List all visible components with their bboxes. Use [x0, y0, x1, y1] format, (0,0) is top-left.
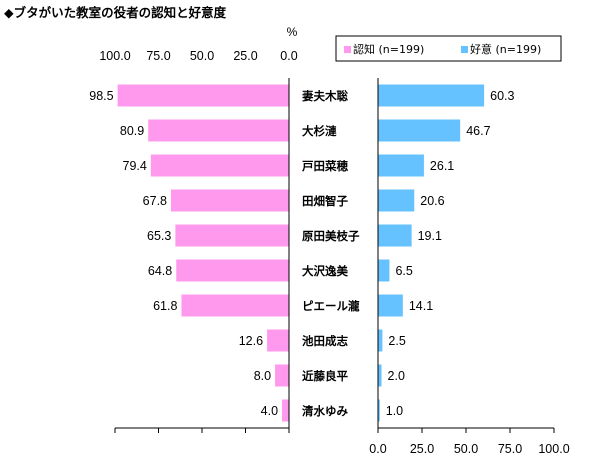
left-tick-label: 50.0	[190, 49, 214, 63]
axes	[114, 78, 555, 433]
category-label: 近藤良平	[302, 369, 348, 383]
favorability-value-label: 6.5	[395, 264, 412, 278]
favorability-value-label: 14.1	[409, 299, 433, 313]
category-label: 田畑智子	[302, 194, 348, 208]
category-label: ピエール瀧	[302, 299, 360, 313]
category-label: 池田成志	[302, 334, 348, 348]
legend-box	[335, 35, 562, 62]
favorability-bar	[378, 84, 485, 107]
awareness-value-label: 64.8	[148, 264, 172, 278]
favorability-bar	[378, 294, 403, 317]
awareness-bar	[150, 154, 289, 177]
awareness-bar	[148, 119, 289, 142]
right-tick-label: 75.0	[498, 442, 522, 456]
right-tick-label: 25.0	[410, 442, 434, 456]
favorability-bars: 60.3 46.7 26.1 20.6 19.1 6.5 14.1 2.5 2.0 1.0	[378, 84, 515, 422]
left-tick-label: 75.0	[146, 49, 170, 63]
favorability-value-label: 46.7	[466, 124, 490, 138]
awareness-bar	[181, 294, 289, 317]
awareness-value-label: 79.4	[123, 159, 147, 173]
favorability-bar	[378, 119, 461, 142]
favorability-bar	[378, 189, 415, 212]
category-label: 大杉漣	[302, 124, 337, 138]
left-tick-label: 25.0	[233, 49, 257, 63]
favorability-bar	[378, 399, 380, 422]
favorability-value-label: 20.6	[420, 194, 444, 208]
legend-label-favor: 好意 (n=199)	[470, 42, 541, 56]
right-tick-label: 0.0	[369, 442, 386, 456]
awareness-value-label: 65.3	[147, 229, 171, 243]
awareness-bars: 98.5 80.9 79.4 67.8 65.3 64.8 61.8 12.6 8.0 4.0	[89, 84, 289, 422]
category-label: 大沢逸美	[302, 264, 348, 278]
left-tick-label: 100.0	[99, 49, 130, 63]
awareness-value-label: 61.8	[153, 299, 177, 313]
left-tick-label: 0.0	[280, 49, 297, 63]
awareness-bar	[175, 224, 289, 247]
awareness-value-label: 8.0	[254, 369, 271, 383]
awareness-bar	[171, 189, 289, 212]
chart-title: ◆ブタがいた教室の役者の認知と好意度	[4, 5, 227, 20]
legend: 認知 (n=199) 好意 (n=199)	[335, 35, 562, 62]
category-label: 戸田菜穂	[302, 159, 348, 173]
awareness-bar	[176, 259, 289, 282]
favorability-value-label: 26.1	[430, 159, 454, 173]
favorability-value-label: 2.0	[388, 369, 405, 383]
awareness-value-label: 4.0	[261, 404, 278, 418]
category-label: 妻夫木聡	[302, 89, 348, 103]
favorability-value-label: 2.5	[388, 334, 405, 348]
favorability-bar	[378, 224, 412, 247]
favorability-bar	[378, 364, 382, 387]
favorability-bar	[378, 154, 424, 177]
right-tick-label: 100.0	[538, 442, 569, 456]
legend-swatch-aware	[344, 46, 351, 53]
awareness-bar	[275, 364, 289, 387]
category-label: 清水ゆみ	[302, 404, 348, 418]
favorability-value-label: 60.3	[490, 89, 514, 103]
legend-swatch-favor	[461, 46, 468, 53]
left-axis-ticks: 100.0 75.0 50.0 25.0 0.0	[99, 49, 297, 63]
favorability-bar	[378, 329, 383, 352]
awareness-value-label: 98.5	[89, 89, 113, 103]
legend-label-aware: 認知 (n=199)	[353, 42, 424, 56]
unit-label: %	[287, 25, 298, 39]
awareness-value-label: 67.8	[143, 194, 167, 208]
awareness-bar	[267, 329, 289, 352]
awareness-bar	[117, 84, 289, 107]
category-label: 原田美枝子	[302, 229, 360, 243]
right-axis-ticks: 0.0 25.0 50.0 75.0 100.0	[369, 442, 569, 456]
favorability-bar	[378, 259, 390, 282]
favorability-value-label: 19.1	[418, 229, 442, 243]
favorability-value-label: 1.0	[386, 404, 403, 418]
awareness-value-label: 12.6	[239, 334, 263, 348]
awareness-bar	[282, 399, 289, 422]
right-tick-label: 50.0	[454, 442, 478, 456]
awareness-value-label: 80.9	[120, 124, 144, 138]
category-labels: 妻夫木聡大杉漣戸田菜穂田畑智子原田美枝子大沢逸美ピエール瀧池田成志近藤良平清水ゆ…	[302, 89, 360, 418]
